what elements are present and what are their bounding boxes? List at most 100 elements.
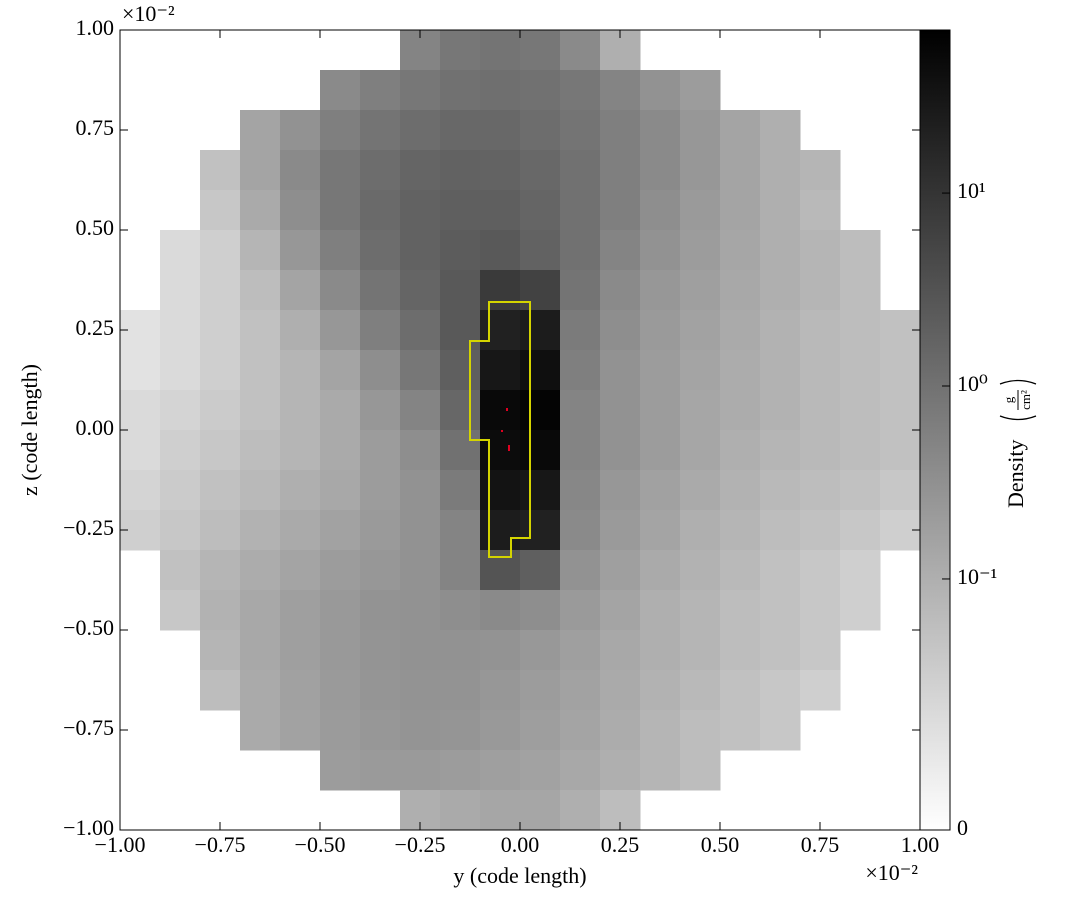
cell <box>680 710 721 751</box>
cell <box>760 710 801 751</box>
cell <box>360 390 401 431</box>
cell <box>400 670 441 711</box>
cell <box>520 510 561 551</box>
cell <box>440 350 481 391</box>
cell <box>840 470 881 511</box>
x-tick-label: −0.75 <box>195 832 246 857</box>
cell <box>600 470 641 511</box>
cell <box>320 150 361 191</box>
cell <box>400 470 441 511</box>
cell <box>760 670 801 711</box>
cell <box>240 550 281 591</box>
cell <box>440 710 481 751</box>
cell <box>320 510 361 551</box>
cell <box>320 70 361 111</box>
cell <box>520 190 561 231</box>
cell <box>280 310 321 351</box>
cell <box>320 110 361 151</box>
cell <box>800 550 841 591</box>
cell <box>720 710 761 751</box>
cell <box>840 230 881 271</box>
cell <box>400 750 441 791</box>
cell <box>160 550 201 591</box>
cell <box>640 430 681 471</box>
cell <box>440 430 481 471</box>
cell <box>520 110 561 151</box>
cell <box>480 670 521 711</box>
cell <box>320 470 361 511</box>
cell <box>800 230 841 271</box>
cell <box>480 310 521 351</box>
cell <box>200 390 241 431</box>
cell <box>720 270 761 311</box>
cell <box>320 230 361 271</box>
cell <box>280 150 321 191</box>
cell <box>400 350 441 391</box>
cell <box>680 310 721 351</box>
cell <box>480 350 521 391</box>
cell <box>640 390 681 431</box>
cell <box>320 630 361 671</box>
cell <box>560 150 601 191</box>
colorbar-tick-label: 10⁻¹ <box>957 564 997 589</box>
cell <box>360 590 401 631</box>
cell <box>120 350 161 391</box>
cell <box>680 670 721 711</box>
cell <box>640 670 681 711</box>
cell <box>720 310 761 351</box>
cell <box>360 110 401 151</box>
cell <box>560 430 601 471</box>
cell <box>720 510 761 551</box>
cell <box>800 430 841 471</box>
cell <box>720 670 761 711</box>
cell <box>720 430 761 471</box>
contour <box>469 301 531 558</box>
cell <box>520 390 561 431</box>
colorbar-tick-label: 10¹ <box>957 178 986 203</box>
cell <box>200 190 241 231</box>
cell <box>400 430 441 471</box>
y-tick-label: 0.75 <box>76 115 115 140</box>
cell <box>480 470 521 511</box>
cell <box>520 550 561 591</box>
cell <box>120 390 161 431</box>
cell <box>280 590 321 631</box>
cell <box>680 550 721 591</box>
cell <box>160 310 201 351</box>
particle <box>501 430 503 432</box>
cell <box>200 310 241 351</box>
x-tick-label: −0.25 <box>395 832 446 857</box>
cell <box>520 710 561 751</box>
y-tick-label: 0.50 <box>76 215 115 240</box>
cell <box>440 30 481 71</box>
cell <box>240 270 281 311</box>
cell <box>440 550 481 591</box>
y-tick-label: −0.25 <box>63 515 114 540</box>
cell <box>360 550 401 591</box>
cell <box>280 230 321 271</box>
cell <box>240 670 281 711</box>
cell <box>560 790 601 831</box>
cell <box>400 190 441 231</box>
cell <box>640 350 681 391</box>
cell <box>720 190 761 231</box>
cell <box>360 470 401 511</box>
cell <box>360 70 401 111</box>
cell <box>280 190 321 231</box>
cell <box>840 550 881 591</box>
cell <box>560 550 601 591</box>
cell <box>280 430 321 471</box>
cell <box>560 710 601 751</box>
cell <box>560 630 601 671</box>
cell <box>680 230 721 271</box>
cell <box>240 190 281 231</box>
units-den: cm² <box>1018 390 1033 410</box>
cell <box>760 110 801 151</box>
cell <box>720 590 761 631</box>
x-tick-label: 0.00 <box>501 832 540 857</box>
cell <box>760 150 801 191</box>
cell <box>760 270 801 311</box>
cell <box>800 390 841 431</box>
cell <box>800 310 841 351</box>
